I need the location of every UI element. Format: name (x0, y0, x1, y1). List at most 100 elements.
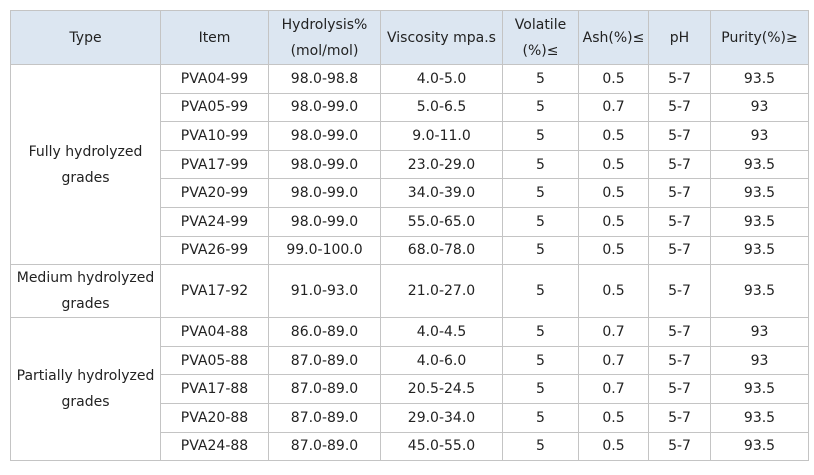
table-row: PVA17-88 87.0-89.0 20.5-24.5 5 0.7 5-7 93.5 (11, 374, 809, 404)
header-cell: Type (10, 10, 161, 65)
data-cell: 93 (710, 317, 809, 347)
data-cell: 0.7 (578, 317, 649, 347)
cell-line: grades (61, 296, 110, 313)
cell-line: (mol/mol) (290, 42, 359, 59)
data-cell: 45.0-55.0 (380, 431, 503, 462)
data-cell: 4.0-4.5 (380, 317, 503, 347)
cell-line: Medium hydrolyzed (16, 270, 155, 287)
data-cell: 5 (502, 402, 579, 433)
data-cell: 5-7 (648, 402, 711, 433)
data-cell: 4.0-6.0 (380, 345, 503, 376)
data-cell: 5-7 (648, 206, 711, 237)
table-container: Type Item Hydrolysis% (mol/mol) Viscosity mp… (10, 10, 809, 462)
data-cell: 5-7 (648, 92, 711, 123)
table-row: Fully hydrolyzed grades PVA04-99 98.0-98.8 4… (10, 63, 809, 266)
cell-line: grades (61, 169, 110, 186)
data-cell: 93 (710, 121, 809, 151)
data-cell: PVA24-99 (160, 206, 269, 237)
table-head: Type Item Hydrolysis% (mol/mol) Viscosity mp… (10, 10, 809, 65)
type-cell: Fully hydrolyzed grades (10, 63, 161, 266)
data-cell: 98.0-99.0 (268, 92, 381, 123)
data-cell: 0.7 (578, 345, 649, 376)
table-row: PVA24-99 98.0-99.0 55.0-65.0 5 0.5 5-7 93.5 (11, 206, 809, 237)
data-cell: PVA17-88 (160, 374, 269, 404)
data-cell: 87.0-89.0 (268, 431, 381, 462)
data-cell: 5 (502, 206, 579, 237)
data-cell: 0.5 (578, 149, 649, 180)
data-cell: 98.0-99.0 (268, 178, 381, 208)
data-cell: 93 (710, 92, 809, 123)
cell-line: Partially hydrolyzed (16, 368, 155, 385)
data-cell: 34.0-39.0 (380, 178, 503, 208)
data-cell: 0.5 (578, 431, 649, 462)
data-cell: 5 (502, 345, 579, 376)
cell-line: Item (198, 29, 231, 46)
data-cell: 23.0-29.0 (380, 149, 503, 180)
data-cell: 93.5 (710, 64, 809, 94)
header-row: Type Item Hydrolysis% (mol/mol) Viscosity mp… (10, 10, 809, 65)
cell-line: grades (61, 394, 110, 411)
data-cell: 93.5 (710, 431, 809, 462)
data-cell: 5-7 (648, 317, 711, 347)
data-cell: 9.0-11.0 (380, 121, 503, 151)
table-row: PVA17-99 98.0-99.0 23.0-29.0 5 0.5 5-7 93.5 (11, 149, 809, 180)
data-cell: 5-7 (648, 345, 711, 376)
data-cell: 0.5 (578, 206, 649, 237)
table-row: PVA26-99 99.0-100.0 68.0-78.0 5 0.5 5-7 93.5 (11, 235, 809, 266)
data-cell: 93.5 (710, 178, 809, 208)
data-cell: 91.0-93.0 (268, 264, 381, 319)
data-cell: 98.0-99.0 (268, 206, 381, 237)
data-cell: 5 (502, 317, 579, 347)
data-cell: PVA04-99 (160, 64, 269, 94)
data-cell: 5-7 (648, 431, 711, 462)
table-body: Fully hydrolyzed grades PVA04-99 98.0-98.8 4… (10, 63, 809, 462)
data-cell: 55.0-65.0 (380, 206, 503, 237)
table-row: Partially hydrolyzed grades PVA04-88 86.0-8… (10, 317, 809, 462)
data-cell: PVA17-92 (160, 264, 269, 319)
table-row: PVA20-88 87.0-89.0 29.0-34.0 5 0.5 5-7 93.5 (11, 402, 809, 433)
cell-line: Hydrolysis% (281, 16, 368, 33)
data-cell: 93.5 (710, 235, 809, 266)
data-cell: 5 (502, 149, 579, 180)
type-cell: Medium hydrolyzed grades (10, 264, 161, 319)
cell-line: Viscosity mpa.s (387, 29, 496, 46)
data-cell: 4.0-5.0 (380, 64, 503, 94)
data-cell: 0.7 (578, 92, 649, 123)
data-cell: 5-7 (648, 64, 711, 94)
data-cell: 5 (502, 121, 579, 151)
data-cell: PVA26-99 (160, 235, 269, 266)
data-cell: 5-7 (648, 121, 711, 151)
data-cell: 98.0-99.0 (268, 121, 381, 151)
data-cell: 5 (502, 178, 579, 208)
data-cell: 5.0-6.5 (380, 92, 503, 123)
header-cell: Volatile (%)≤ (502, 10, 579, 65)
header-cell: Hydrolysis% (mol/mol) (268, 10, 381, 65)
table-row: PVA24-88 87.0-89.0 45.0-55.0 5 0.5 5-7 93.5 (11, 431, 809, 462)
data-cell: 0.5 (578, 264, 649, 319)
header-cell: Item (160, 10, 269, 65)
data-cell: 93.5 (710, 402, 809, 433)
data-cell: PVA20-88 (160, 402, 269, 433)
data-cell: 86.0-89.0 (268, 317, 381, 347)
type-cell: Partially hydrolyzed grades (10, 317, 161, 462)
data-cell: 5 (502, 374, 579, 404)
data-cell: PVA04-88 (160, 317, 269, 347)
data-cell: 87.0-89.0 (268, 402, 381, 433)
data-cell: 99.0-100.0 (268, 235, 381, 266)
cell-line: Purity(%)≥ (721, 29, 798, 46)
table-row: PVA05-88 87.0-89.0 4.0-6.0 5 0.7 5-7 93 (11, 345, 809, 376)
data-cell: 5-7 (648, 374, 711, 404)
data-cell: 5 (502, 64, 579, 94)
table-row: PVA20-99 98.0-99.0 34.0-39.0 5 0.5 5-7 93.5 (11, 178, 809, 208)
data-cell: 98.0-98.8 (268, 64, 381, 94)
data-cell: 21.0-27.0 (380, 264, 503, 319)
cell-line: Ash(%)≤ (582, 29, 645, 46)
cell-line: Volatile (514, 16, 567, 33)
data-cell: 5 (502, 92, 579, 123)
data-cell: PVA05-88 (160, 345, 269, 376)
data-cell: PVA05-99 (160, 92, 269, 123)
data-cell: 5-7 (648, 149, 711, 180)
cell-line: Type (69, 29, 102, 46)
data-cell: 87.0-89.0 (268, 345, 381, 376)
